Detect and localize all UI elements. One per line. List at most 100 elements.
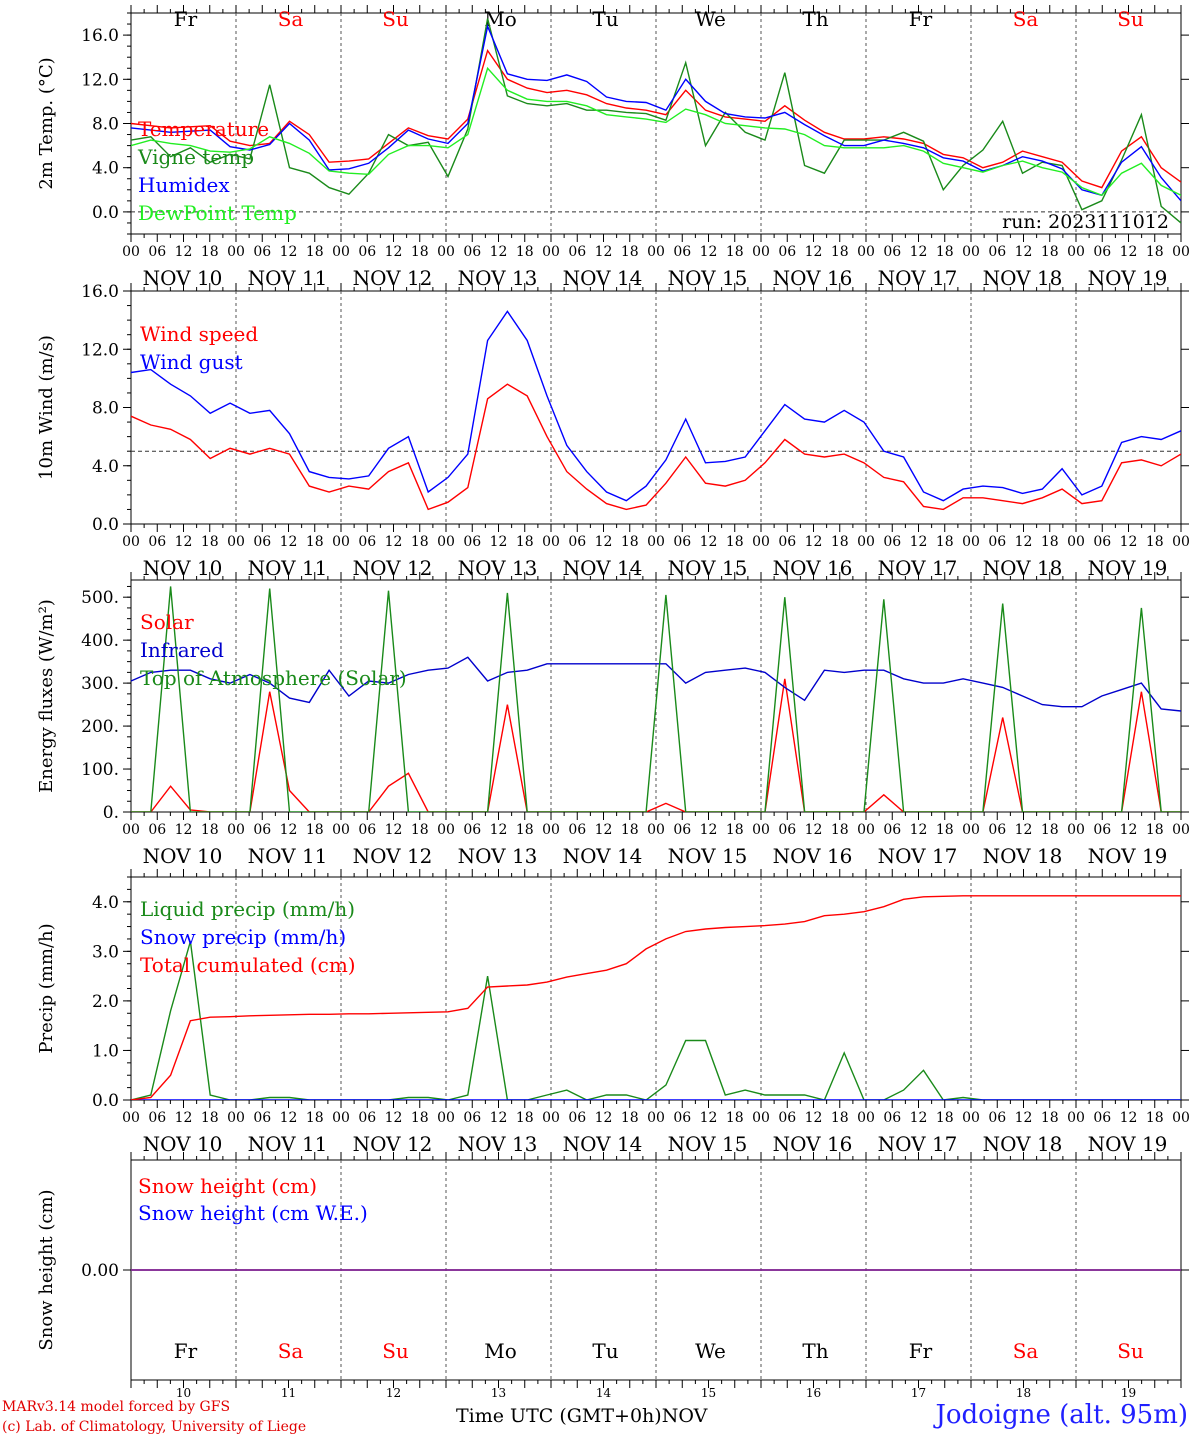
x-date-label: NOV 12 — [353, 266, 433, 290]
y-tick-label: 100. — [81, 760, 119, 780]
x-hour-label: 12 — [490, 534, 508, 550]
y-tick-label: 12.0 — [81, 340, 119, 360]
x-hour-label: 18 — [411, 1110, 429, 1126]
x-date-label: NOV 14 — [563, 266, 643, 290]
x-date-label: NOV 16 — [773, 266, 853, 290]
x-hour-label: 00 — [962, 1110, 980, 1126]
x-hour-label: 12 — [805, 534, 823, 550]
series-line-2 — [131, 656, 1181, 712]
x-hour-label: 06 — [988, 1110, 1006, 1126]
x-hour-label: 00 — [1172, 1110, 1190, 1126]
x-day-number: 11 — [281, 1386, 296, 1400]
legend-entry: Snow height (cm W.E.) — [138, 1201, 368, 1225]
x-hour-label: 18 — [621, 1110, 639, 1126]
x-date-label: NOV 17 — [878, 556, 958, 580]
x-hour-label: 00 — [647, 1110, 665, 1126]
x-hour-label: 00 — [962, 534, 980, 550]
x-date-label: NOV 10 — [143, 556, 223, 580]
x-hour-label: 06 — [358, 244, 376, 260]
weekday-label: Su — [382, 1339, 409, 1363]
x-hour-label: 18 — [306, 1110, 324, 1126]
x-date-label: NOV 15 — [668, 266, 748, 290]
x-hour-label: 00 — [752, 244, 770, 260]
weekday-label: Sa — [278, 1339, 304, 1363]
x-hour-label: 06 — [253, 1110, 271, 1126]
x-hour-label: 18 — [411, 534, 429, 550]
series-line-4 — [131, 66, 1181, 197]
x-date-label: NOV 15 — [668, 1132, 748, 1156]
x-date-label: NOV 19 — [1088, 266, 1168, 290]
x-hour-label: 18 — [201, 1110, 219, 1126]
x-hour-label: 06 — [568, 1110, 586, 1126]
x-hour-label: 00 — [1067, 822, 1085, 838]
x-axis-title-text: Time UTC (GMT+0h) — [456, 1405, 662, 1427]
x-date-label: NOV 17 — [878, 844, 958, 868]
x-date-label: NOV 18 — [983, 844, 1063, 868]
series-line-3 — [131, 895, 1181, 1100]
weekday-label: We — [695, 7, 726, 31]
weekday-label: Fr — [174, 1339, 198, 1363]
x-hour-label: 18 — [1146, 534, 1164, 550]
x-hour-label: 18 — [1041, 1110, 1059, 1126]
x-hour-label: 12 — [700, 534, 718, 550]
x-hour-label: 12 — [910, 244, 928, 260]
x-hour-label: 00 — [647, 822, 665, 838]
x-hour-label: 06 — [1093, 822, 1111, 838]
x-hour-label: 18 — [936, 822, 954, 838]
x-day-number: 13 — [491, 1386, 506, 1400]
x-hour-label: 00 — [122, 822, 140, 838]
x-hour-label: 12 — [385, 1110, 403, 1126]
x-hour-label: 00 — [332, 534, 350, 550]
x-hour-label: 00 — [1067, 244, 1085, 260]
x-hour-label: 06 — [988, 822, 1006, 838]
x-hour-label: 18 — [621, 244, 639, 260]
x-hour-label: 00 — [857, 1110, 875, 1126]
x-hour-label: 06 — [253, 534, 271, 550]
x-date-label: NOV 12 — [353, 844, 433, 868]
x-hour-label: 12 — [1120, 1110, 1138, 1126]
y-tick-label: 4.0 — [92, 159, 119, 179]
x-hour-label: 12 — [1015, 1110, 1033, 1126]
x-hour-label: 12 — [805, 244, 823, 260]
y-tick-label: 0.0 — [92, 515, 119, 535]
weekday-label: Fr — [909, 7, 933, 31]
x-hour-label: 00 — [647, 534, 665, 550]
x-hour-label: 18 — [726, 822, 744, 838]
x-hour-label: 06 — [253, 822, 271, 838]
y-tick-label: 4.0 — [92, 893, 119, 913]
weekday-label: Mo — [484, 7, 517, 31]
x-hour-label: 18 — [201, 244, 219, 260]
x-hour-label: 00 — [857, 534, 875, 550]
x-hour-label: 18 — [201, 534, 219, 550]
weekday-label: Th — [802, 1339, 828, 1363]
series-line-2 — [131, 18, 1181, 224]
x-hour-label: 12 — [700, 822, 718, 838]
x-hour-label: 18 — [306, 534, 324, 550]
legend-entry: Snow height (cm) — [138, 1174, 317, 1198]
x-hour-label: 00 — [542, 534, 560, 550]
x-hour-label: 00 — [227, 822, 245, 838]
x-hour-label: 00 — [437, 244, 455, 260]
x-hour-label: 18 — [201, 822, 219, 838]
x-hour-label: 06 — [1093, 244, 1111, 260]
y-axis-label: Precip (mm/h) — [36, 923, 57, 1053]
x-hour-label: 06 — [1093, 1110, 1111, 1126]
x-hour-label: 18 — [831, 244, 849, 260]
y-tick-label: 8.0 — [92, 115, 119, 135]
x-hour-label: 00 — [332, 822, 350, 838]
weekday-label: Sa — [1013, 1339, 1039, 1363]
x-hour-label: 12 — [175, 822, 193, 838]
weekday-label: Su — [1117, 7, 1144, 31]
x-hour-label: 00 — [962, 244, 980, 260]
x-date-label: NOV 17 — [878, 266, 958, 290]
y-tick-label: 200. — [81, 717, 119, 737]
x-hour-label: 06 — [673, 244, 691, 260]
x-date-label: NOV 16 — [773, 1132, 853, 1156]
x-hour-label: 18 — [621, 534, 639, 550]
series-line-2 — [131, 310, 1181, 502]
x-hour-label: 18 — [411, 244, 429, 260]
x-date-label: NOV 16 — [773, 844, 853, 868]
y-axis-label: 10m Wind (m/s) — [36, 335, 57, 480]
x-hour-label: 06 — [148, 244, 166, 260]
x-hour-label: 18 — [516, 244, 534, 260]
